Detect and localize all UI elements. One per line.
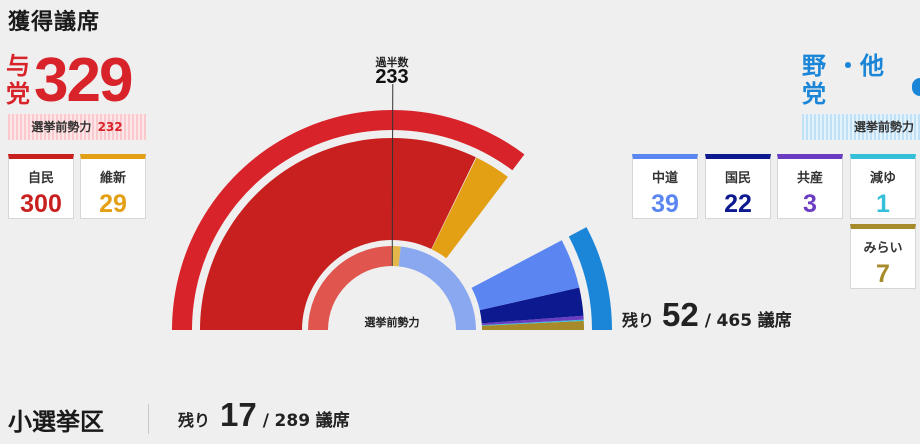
party-box-kokumin[interactable]: 国民 22 xyxy=(705,154,771,219)
party-name: 維新 xyxy=(99,171,126,186)
remaining-value: 52 xyxy=(662,296,699,333)
opposition-bloc-label: 野・他 党 xyxy=(802,52,884,108)
smd-remaining: 残り 17/ 289 議席 xyxy=(178,396,350,434)
party-box-genyu[interactable]: 減ゆ 1 xyxy=(850,154,916,219)
seat-slice-3 xyxy=(479,287,584,324)
smd-slash: / xyxy=(262,411,269,431)
opposition-bloc-arc xyxy=(568,227,612,330)
party-box-ishin[interactable]: 維新 29 xyxy=(80,154,146,219)
party-name: 中道 xyxy=(651,171,678,186)
smd-total: 289 xyxy=(274,411,311,431)
ruling-bloc-arc xyxy=(172,110,525,330)
smd-unit: 議席 xyxy=(315,411,350,431)
party-box-jimin[interactable]: 自民 300 xyxy=(8,154,74,219)
page-title: 獲得議席 xyxy=(8,10,101,35)
seat-slice-6 xyxy=(481,320,584,330)
majority-label: 過半数 xyxy=(375,56,409,69)
prev-ruling-arc xyxy=(308,246,392,330)
party-box-chudo[interactable]: 中道 39 xyxy=(632,154,698,219)
ruling-bloc-label: 与党 xyxy=(6,52,30,108)
party-name: 国民 xyxy=(724,171,751,186)
remaining-seats: 残り 52/ 465 議席 xyxy=(622,296,792,334)
opposition-total-badge xyxy=(912,78,920,96)
section-divider xyxy=(148,404,149,434)
party-box-mirai[interactable]: みらい 7 xyxy=(850,224,916,289)
opposition-label-other: ・他 xyxy=(836,52,884,80)
opposition-label-char2: 党 xyxy=(802,80,826,108)
prev-opposition-arc xyxy=(398,246,477,330)
seat-slice-2 xyxy=(471,240,580,311)
party-seats: 300 xyxy=(20,190,62,218)
remaining-total: 465 xyxy=(716,311,753,331)
ruling-prev-value: 232 xyxy=(97,120,123,134)
party-name: 減ゆ xyxy=(869,171,896,186)
party-seats: 7 xyxy=(876,260,890,288)
smd-remaining-label: 残り xyxy=(178,411,211,430)
remaining-label: 残り xyxy=(622,311,655,330)
party-name: 自民 xyxy=(27,171,54,186)
prev-ishin-arc xyxy=(391,246,401,267)
party-seats: 39 xyxy=(651,190,679,218)
ruling-prev-label: 選挙前勢力 xyxy=(31,120,92,134)
remaining-unit: 議席 xyxy=(757,311,792,331)
party-box-kyosan[interactable]: 共産 3 xyxy=(777,154,843,219)
majority-value: 233 xyxy=(375,66,409,88)
ruling-bloc-total: 329 xyxy=(34,46,133,115)
seat-slice-4 xyxy=(481,315,584,326)
party-seats: 1 xyxy=(876,190,890,218)
party-name: 共産 xyxy=(796,171,823,186)
ruling-prev-strength: 選挙前勢力 232 xyxy=(8,114,146,140)
seat-slice-1 xyxy=(431,157,508,259)
seat-slice-0 xyxy=(200,137,476,330)
opposition-prev-label: 選挙前勢力 xyxy=(802,114,920,140)
majority-line xyxy=(391,83,394,267)
remaining-slash: / xyxy=(704,311,711,331)
seat-slice-5 xyxy=(481,319,584,326)
opposition-label-char1: 野 xyxy=(802,52,826,80)
smd-remaining-value: 17 xyxy=(220,396,257,433)
party-seats: 3 xyxy=(803,190,817,218)
party-seats: 22 xyxy=(724,190,752,218)
smd-section-title: 小選挙区 xyxy=(8,408,104,436)
party-seats: 29 xyxy=(99,190,127,218)
party-name: みらい xyxy=(863,241,903,256)
prev-strength-center-label: 選挙前勢力 xyxy=(364,316,420,329)
